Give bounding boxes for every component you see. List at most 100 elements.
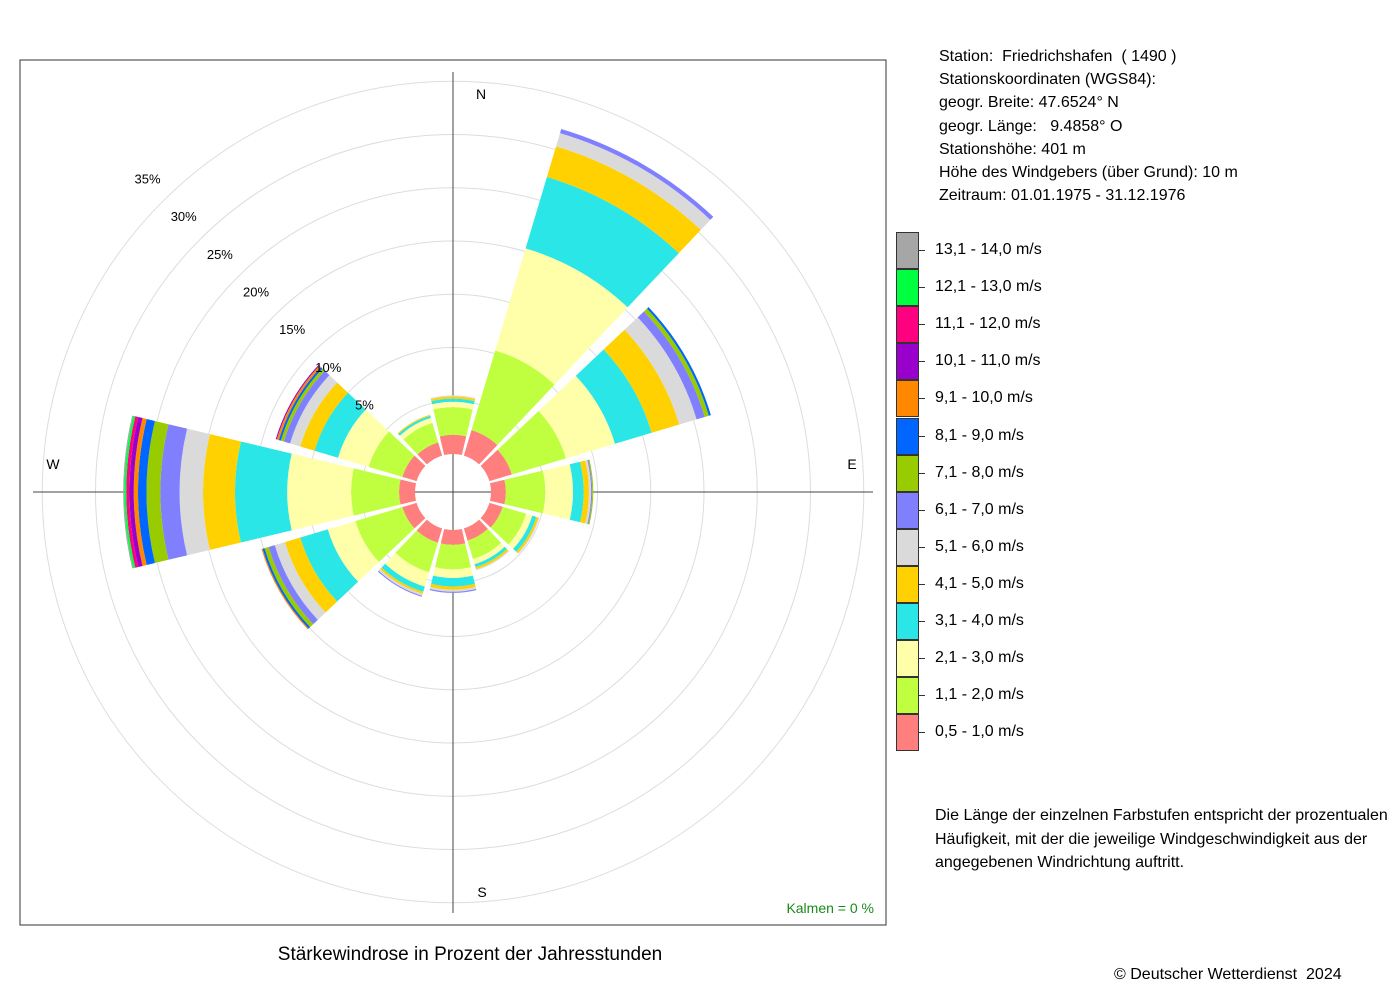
sector-segment <box>542 464 574 520</box>
sector-segment <box>203 434 241 550</box>
wind-sector <box>489 459 594 525</box>
legend-label: 8,1 - 9,0 m/s <box>935 426 1024 444</box>
legend-swatch <box>896 714 919 752</box>
station-name: Station: Friedrichshafen ( 1490 ) <box>939 48 1177 65</box>
legend-label: 11,1 - 12,0 m/s <box>935 315 1041 333</box>
sector-segment <box>429 589 477 593</box>
sector-segment <box>129 417 143 567</box>
legend-swatch <box>896 232 919 269</box>
legend-swatch <box>896 269 919 307</box>
legend-tick <box>919 583 925 585</box>
wind-sector <box>430 395 476 456</box>
sector-segment <box>467 528 502 560</box>
legend-swatch <box>896 343 919 381</box>
legend-tick <box>919 250 925 251</box>
sector-segment <box>637 311 705 420</box>
legend-label: 9,1 - 10,0 m/s <box>935 389 1033 407</box>
sector-segment <box>588 459 594 525</box>
ring-label: 5% <box>355 397 374 412</box>
sector-segment <box>300 529 359 602</box>
ring-label: 10% <box>315 360 341 375</box>
compass-west: W <box>46 456 60 472</box>
legend-item: 3,1 - 4,0 m/s <box>896 603 1296 640</box>
sector-segment <box>124 415 136 569</box>
sector-segment <box>314 392 366 458</box>
sector-segment <box>476 550 510 571</box>
sector-segment <box>435 543 471 570</box>
wind-sector <box>463 519 510 571</box>
sector-segment <box>431 398 475 405</box>
sector-segment <box>160 424 188 560</box>
sector-segment <box>264 546 314 628</box>
sector-segment <box>624 317 697 425</box>
sector-segment <box>504 470 546 514</box>
sector-segment <box>474 546 507 568</box>
sector-segment <box>417 442 443 465</box>
sector-segment <box>463 519 488 541</box>
plot-frame <box>19 59 887 926</box>
legend-item: 5,1 - 6,0 m/s <box>896 528 1296 566</box>
ring-label: 35% <box>135 172 161 187</box>
sector-segment <box>430 583 476 590</box>
sector-segment <box>495 248 628 385</box>
wind-sector <box>123 415 417 569</box>
sector-segment <box>126 416 139 568</box>
legend-swatch <box>896 603 919 640</box>
sector-segment <box>395 530 438 573</box>
sector-segment <box>429 586 477 592</box>
ring-label: 20% <box>243 285 269 300</box>
legend-swatch <box>896 565 919 603</box>
sector-segment <box>546 146 701 254</box>
sector-segment <box>402 455 426 482</box>
wind-sector <box>261 502 426 630</box>
period: Zeitraum: 01.01.1975 - 31.12.1976 <box>939 187 1186 205</box>
sector-segment <box>575 349 652 444</box>
legend-swatch <box>896 640 919 678</box>
sector-segment <box>525 176 679 308</box>
ring-label: 25% <box>207 247 233 262</box>
sector-segment <box>276 365 321 441</box>
sector-segment <box>480 449 512 482</box>
legend-tick <box>919 361 925 363</box>
legend-tick <box>919 732 925 734</box>
legend-label: 4,1 - 5,0 m/s <box>935 574 1024 592</box>
legend-label: 3,1 - 4,0 m/s <box>935 612 1024 629</box>
sector-segment <box>556 133 711 230</box>
sector-segment <box>643 308 709 417</box>
sector-segment <box>430 396 476 402</box>
legend-label: 7,1 - 8,0 m/s <box>935 463 1024 481</box>
sector-segment <box>538 375 615 459</box>
sector-segment <box>490 506 527 545</box>
sector-segment <box>471 350 555 446</box>
legend-item: 12,1 - 13,0 m/s <box>896 269 1296 307</box>
legend-item: 9,1 - 10,0 m/s <box>896 380 1296 418</box>
legend-label: 1,1 - 2,0 m/s <box>935 686 1024 704</box>
sector-segment <box>416 519 443 543</box>
legend-label: 6,1 - 7,0 m/s <box>935 500 1024 518</box>
sector-segment <box>280 368 325 442</box>
legend-label: 13,1 - 14,0 m/s <box>935 241 1042 258</box>
sector-segment <box>399 417 433 440</box>
legend-item: 13,1 - 14,0 m/s <box>896 232 1296 269</box>
wind-sectors <box>123 128 714 630</box>
sector-segment <box>433 567 473 578</box>
sector-segment <box>397 414 431 435</box>
elevation: Stationshöhe: 401 m <box>939 140 1086 158</box>
copyright: © Deutscher Wetterdienst 2024 <box>1114 966 1342 983</box>
sector-segment <box>399 479 417 505</box>
sector-segment <box>284 537 338 613</box>
legend-tick <box>919 472 925 474</box>
sector-segment <box>385 552 430 587</box>
legend-tick <box>919 658 925 660</box>
sector-segment <box>569 461 584 523</box>
sector-segment <box>398 415 431 436</box>
wind-sector <box>480 307 711 482</box>
sector-segment <box>497 411 566 475</box>
coords-heading: Stationskoordinaten (WGS84): <box>939 71 1156 89</box>
wind-sector <box>463 128 714 465</box>
legend-label: 10,1 - 11,0 m/s <box>935 352 1041 370</box>
sector-segment <box>381 563 425 592</box>
sector-segment <box>433 407 473 437</box>
sector-segment <box>439 434 467 456</box>
